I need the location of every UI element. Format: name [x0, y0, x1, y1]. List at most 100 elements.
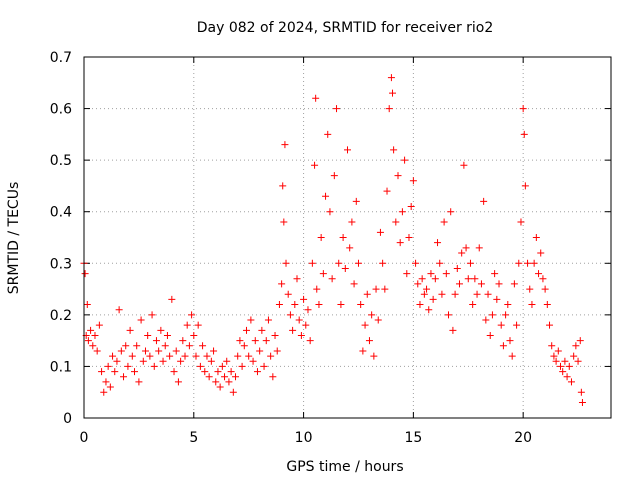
- data-point: [330, 172, 338, 180]
- data-point: [161, 342, 169, 350]
- data-point: [420, 290, 428, 298]
- data-point: [532, 234, 540, 241]
- data-point: [361, 321, 369, 329]
- data-point: [128, 352, 136, 360]
- data-point: [113, 357, 121, 365]
- data-point: [155, 347, 163, 355]
- data-point: [269, 373, 277, 381]
- data-point: [398, 208, 406, 216]
- data-point: [477, 280, 485, 288]
- data-point: [376, 228, 384, 236]
- data-point: [214, 368, 222, 376]
- data-point: [286, 311, 294, 319]
- data-point: [429, 295, 437, 303]
- data-point: [517, 218, 525, 226]
- data-point: [486, 331, 494, 339]
- data-point: [196, 362, 204, 370]
- data-point: [229, 388, 237, 396]
- data-point: [251, 337, 259, 345]
- data-point: [326, 208, 334, 216]
- data-point: [102, 378, 110, 386]
- data-point: [120, 373, 128, 381]
- data-point: [416, 301, 424, 309]
- data-point: [482, 316, 490, 324]
- data-point: [163, 331, 171, 339]
- data-point: [541, 285, 549, 293]
- data-point: [574, 357, 582, 365]
- data-point: [328, 275, 336, 283]
- data-point: [567, 378, 575, 386]
- data-point: [510, 280, 518, 288]
- data-point: [526, 285, 534, 293]
- data-point: [341, 264, 349, 272]
- data-point: [372, 285, 380, 293]
- data-point: [177, 357, 185, 365]
- data-point: [166, 352, 174, 360]
- data-point: [578, 399, 586, 407]
- data-point: [279, 182, 287, 190]
- data-point: [431, 275, 439, 283]
- data-point: [455, 280, 463, 288]
- data-point: [139, 357, 147, 365]
- y-tick-label: 0.2: [50, 308, 72, 324]
- data-point: [539, 275, 547, 283]
- y-tick-label: 0.5: [50, 153, 72, 169]
- data-point: [190, 331, 198, 339]
- data-point: [159, 357, 167, 365]
- x-axis-ticks: 0 5 10 15 20: [80, 57, 532, 446]
- data-point: [207, 357, 215, 365]
- data-point: [383, 187, 391, 195]
- data-point: [453, 264, 461, 272]
- data-point: [199, 342, 207, 350]
- y-tick-label: 0.3: [50, 256, 72, 272]
- data-point: [407, 203, 415, 211]
- data-point: [480, 197, 488, 205]
- data-point: [502, 311, 510, 319]
- data-point: [513, 321, 521, 329]
- data-point: [304, 306, 312, 314]
- data-point: [302, 321, 310, 329]
- data-point: [319, 270, 327, 278]
- data-point: [409, 177, 417, 185]
- data-point: [148, 311, 156, 319]
- data-point: [245, 352, 253, 360]
- data-point: [260, 362, 268, 370]
- data-point: [445, 311, 453, 319]
- data-point: [335, 259, 343, 267]
- data-point: [278, 280, 286, 288]
- data-point: [308, 259, 316, 267]
- data-point: [150, 362, 158, 370]
- data-point: [354, 259, 362, 267]
- data-point: [271, 331, 279, 339]
- x-tick-label: 0: [80, 430, 89, 446]
- data-point: [427, 270, 435, 278]
- data-point: [337, 301, 345, 309]
- data-point: [550, 352, 558, 360]
- data-point: [405, 234, 413, 241]
- data-point: [352, 197, 360, 205]
- data-point: [436, 259, 444, 267]
- data-point: [188, 311, 196, 319]
- x-axis-label: GPS time / hours: [286, 459, 403, 475]
- data-point: [89, 342, 97, 350]
- data-point: [495, 280, 503, 288]
- data-point: [339, 234, 347, 241]
- x-tick-label: 20: [514, 430, 532, 446]
- data-point: [515, 259, 523, 267]
- data-point: [133, 342, 141, 350]
- data-point: [111, 368, 119, 376]
- data-point: [344, 146, 351, 154]
- data-point: [289, 326, 297, 334]
- data-point: [418, 275, 426, 283]
- data-point: [253, 368, 261, 376]
- y-tick-label: 0.1: [50, 359, 72, 375]
- data-point: [370, 352, 378, 360]
- data-point: [238, 362, 246, 370]
- data-point: [466, 259, 474, 267]
- data-point: [205, 373, 213, 381]
- y-tick-label: 0.6: [50, 102, 72, 118]
- data-point: [333, 105, 341, 113]
- data-point: [365, 337, 373, 345]
- data-point: [438, 290, 446, 298]
